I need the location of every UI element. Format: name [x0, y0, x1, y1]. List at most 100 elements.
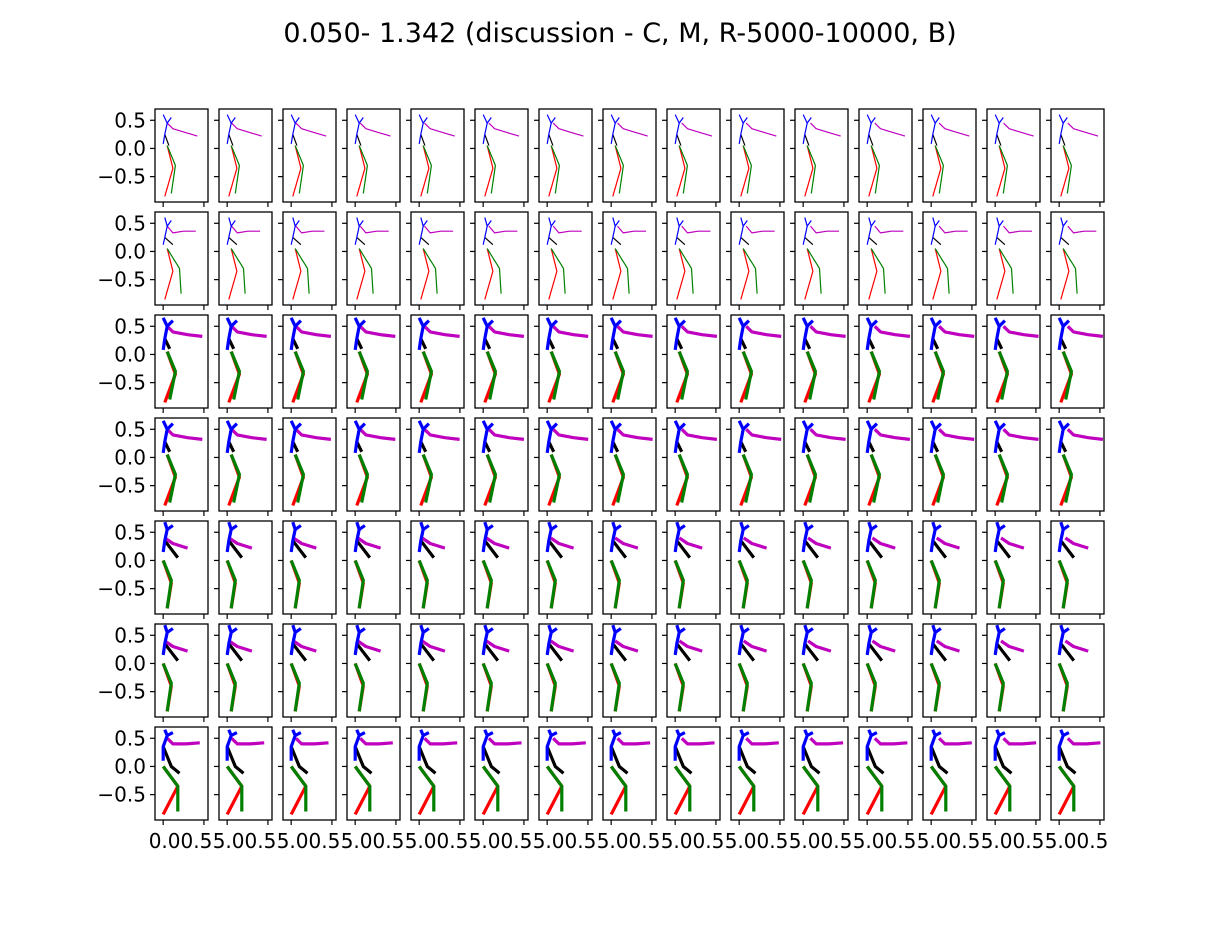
subplot-r6-c11	[790, 623, 849, 722]
subplot-frame	[474, 314, 529, 409]
head-line	[865, 317, 879, 328]
torso-line	[929, 428, 937, 454]
torso-line	[161, 734, 169, 761]
arm-b-line	[873, 428, 911, 441]
torso-line	[226, 122, 232, 144]
subplot-frame	[1050, 211, 1105, 306]
leg-b-line	[485, 453, 497, 503]
leg-a-line	[868, 145, 878, 197]
head-line	[1059, 624, 1070, 635]
head-line	[675, 521, 686, 532]
leg-b-line	[609, 662, 621, 712]
leg-b-line	[549, 350, 562, 400]
subplot-r5-c3	[278, 520, 337, 619]
subplot-frame	[922, 520, 977, 615]
subplot-r4-c2	[214, 417, 273, 516]
torso-line	[417, 529, 425, 553]
subplot-frame	[218, 211, 273, 306]
head-line	[1057, 420, 1071, 431]
torso-line	[417, 428, 425, 454]
head-line	[739, 624, 750, 635]
subplot-r2-c13	[918, 211, 977, 310]
leg-b-line	[166, 248, 182, 294]
torso-line	[417, 632, 425, 656]
head-line	[354, 114, 364, 124]
subplot-frame	[538, 314, 593, 409]
arm-b-line	[871, 639, 896, 653]
leg-b-line	[422, 248, 438, 294]
torso-line	[609, 734, 617, 761]
subplot-r5-c10	[726, 520, 785, 619]
subplot-r6-c15	[1046, 623, 1105, 722]
subplot-r2-c15	[1046, 211, 1105, 310]
subplot-frame	[346, 623, 401, 718]
arm-b-line	[937, 737, 972, 746]
leg-b-line	[1057, 559, 1069, 609]
subplot-r2-c5	[406, 211, 465, 310]
subplot-frame	[410, 417, 465, 512]
subplot-r6-c8	[598, 623, 657, 722]
subplot-r2-c14	[982, 211, 1041, 310]
leg-b-line	[805, 453, 818, 503]
arm-b-line	[552, 122, 584, 137]
leg-b-line	[1061, 350, 1074, 400]
arm-b-line	[485, 639, 510, 653]
subplot-r4-c5	[406, 417, 465, 516]
leg-a-line	[356, 248, 366, 300]
arm-b-line	[230, 737, 265, 746]
subplot-r3-c2	[214, 314, 273, 413]
arm-a-line	[676, 236, 686, 246]
torso-line	[353, 632, 361, 656]
head-line	[867, 521, 878, 532]
leg-b-line	[993, 765, 1012, 812]
torso-line	[674, 122, 680, 144]
torso-line	[161, 529, 169, 553]
y-tick-label: −0.5	[97, 680, 146, 704]
leg-b-line	[801, 765, 820, 812]
subplot-frame	[730, 726, 785, 821]
subplot-frame	[474, 623, 529, 718]
subplot-frame	[1050, 417, 1105, 512]
head-line	[161, 317, 175, 328]
arm-a-line	[417, 746, 437, 775]
head-line	[547, 729, 558, 738]
leg-b-line	[993, 559, 1005, 609]
arm-b-line	[421, 639, 446, 653]
arm-b-line	[166, 428, 203, 441]
torso-line	[1057, 632, 1065, 656]
subplot-r1-c14	[982, 108, 1041, 207]
arm-a-line	[356, 236, 366, 246]
subplot-frame	[794, 108, 849, 203]
leg-b-line	[806, 145, 817, 194]
arm-a-line	[739, 539, 756, 559]
subplot-frame	[538, 520, 593, 615]
subplot-frame	[346, 211, 401, 306]
subplot-frame	[410, 520, 465, 615]
arm-a-line	[547, 539, 564, 559]
torso-line	[929, 325, 937, 351]
subplot-frame	[602, 623, 657, 718]
head-line	[866, 114, 876, 124]
subplot-r5-c5	[406, 520, 465, 619]
subplot-frame	[730, 417, 785, 512]
arm-b-line	[614, 536, 639, 550]
arm-b-line	[552, 737, 586, 746]
arm-b-line	[359, 122, 391, 137]
arm-b-line	[1064, 536, 1089, 550]
leg-a-line	[740, 248, 750, 300]
head-line	[865, 420, 879, 431]
subplot-r6-c2	[214, 623, 273, 722]
subplot-frame	[346, 520, 401, 615]
subplot-frame	[410, 108, 465, 203]
head-line	[1060, 217, 1068, 227]
subplot-r5-c15	[1046, 520, 1105, 619]
head-line	[867, 729, 878, 738]
head-line	[418, 114, 428, 124]
head-line	[931, 521, 942, 532]
head-line	[610, 114, 620, 124]
leg-a-line	[932, 248, 942, 300]
torso-line	[289, 428, 297, 454]
arm-b-line	[810, 225, 839, 234]
leg-b-line	[1062, 248, 1078, 294]
